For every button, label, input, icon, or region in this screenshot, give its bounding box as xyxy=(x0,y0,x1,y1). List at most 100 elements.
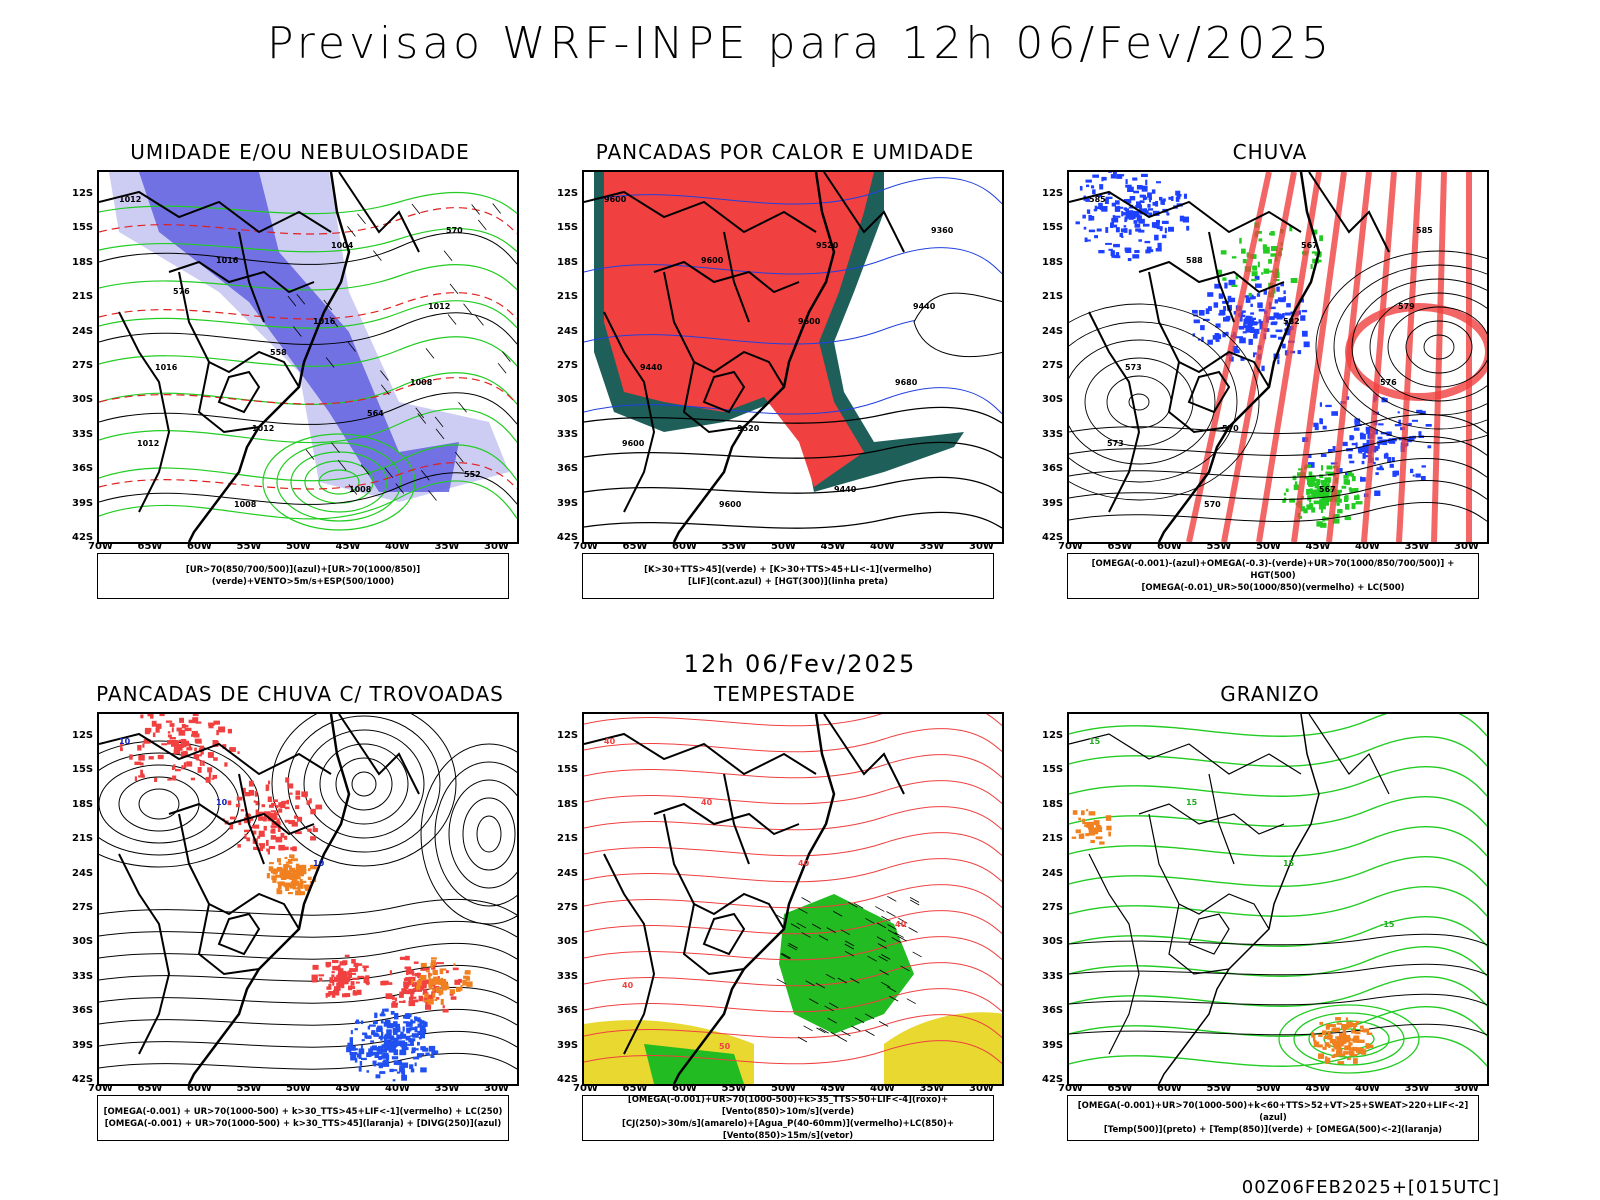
thunder-orange xyxy=(433,979,439,985)
geopotential-contour xyxy=(1069,321,1238,483)
omega-orange xyxy=(1348,1042,1353,1046)
thunder-red xyxy=(167,734,172,738)
thunder-red xyxy=(213,757,218,761)
lon-tick-label: 40W xyxy=(385,541,410,552)
omega-blue xyxy=(1091,185,1095,189)
temp500-contour xyxy=(1069,1023,1487,1036)
omega-blue xyxy=(1138,229,1145,233)
wind-vector xyxy=(788,942,798,949)
omega-orange xyxy=(1344,1024,1349,1029)
wind-vector xyxy=(805,980,815,987)
omega-green xyxy=(1311,480,1315,486)
omega-blue xyxy=(1271,321,1278,324)
country-border xyxy=(1069,190,1302,234)
divergence-blue xyxy=(389,1068,394,1073)
thunder-red xyxy=(140,714,144,719)
omega-green xyxy=(1309,484,1314,488)
lat-tick-label: 27S xyxy=(72,902,94,913)
thunder-red xyxy=(195,721,202,724)
thunder-red xyxy=(190,777,195,781)
omega-blue xyxy=(1228,297,1231,301)
omega-orange xyxy=(1327,1059,1331,1062)
thunder-orange xyxy=(441,968,447,971)
thunder-red xyxy=(171,742,177,747)
thunder-red xyxy=(431,964,436,970)
divergence-blue xyxy=(411,1020,416,1024)
divergence-blue xyxy=(371,1031,376,1035)
lat-tick-label: 18S xyxy=(557,256,579,268)
omega-blue xyxy=(1427,445,1432,449)
thunder-orange xyxy=(299,891,305,896)
wind-vector xyxy=(900,965,910,972)
wind-arrow xyxy=(329,316,339,328)
lat-tick-label: 27S xyxy=(72,360,94,371)
omega-blue xyxy=(1361,460,1365,465)
omega-orange xyxy=(1099,841,1105,845)
omega-blue xyxy=(1133,190,1139,194)
lon-tick-label: 45W xyxy=(1305,541,1331,552)
omega-orange xyxy=(1337,1061,1345,1065)
thunder-red xyxy=(401,988,407,992)
omega-blue xyxy=(1364,448,1372,454)
omega-blue xyxy=(1136,215,1142,222)
divergence-blue xyxy=(411,1050,416,1054)
omega-blue xyxy=(1141,173,1148,177)
omega-green xyxy=(1337,509,1343,514)
omega-blue xyxy=(1200,325,1205,331)
thunder-red xyxy=(224,762,228,767)
omega-green xyxy=(1315,489,1321,493)
lon-tick-label: 50W xyxy=(286,541,311,552)
legend-box: [UR>70(850/700/500)](azul)+[UR>70(1000/8… xyxy=(97,553,509,599)
thunder-red xyxy=(431,984,436,987)
omega-green xyxy=(1332,518,1340,524)
omega-green xyxy=(1220,250,1227,255)
omega-blue xyxy=(1345,472,1349,476)
wind-vector xyxy=(828,1002,839,1009)
omega-blue xyxy=(1320,454,1327,457)
thunder-orange xyxy=(442,986,450,990)
thunder-red xyxy=(255,809,259,816)
thunder-orange xyxy=(284,856,288,859)
thunder-orange xyxy=(289,867,296,871)
streamline-red xyxy=(584,936,1002,961)
omega-green xyxy=(1262,244,1267,250)
temp850-contour xyxy=(1308,1020,1390,1058)
thunder-red xyxy=(244,833,247,839)
lat-tick-label: 30S xyxy=(1042,936,1064,948)
legend-line: [OMEGA(-0.001)+UR>70(1000-500)+k<60+TTS>… xyxy=(1077,1101,1469,1123)
thunder-orange xyxy=(293,879,298,884)
streamline-red xyxy=(584,910,1002,935)
thunder-orange xyxy=(272,872,278,875)
omega-blue xyxy=(1183,193,1187,199)
omega-green xyxy=(1345,479,1350,485)
omega-green xyxy=(1268,259,1272,264)
thunder-red xyxy=(244,792,251,797)
lat-tick-label: 12S xyxy=(557,188,579,199)
divergence-blue xyxy=(349,1052,357,1056)
omega-green xyxy=(1344,495,1349,501)
contour-label: 9600 xyxy=(798,317,821,326)
legend-line: [OMEGA(-0.001)+UR>70(1000-500)+k>35_TTS>… xyxy=(627,1095,949,1117)
thunder-red xyxy=(418,995,424,1002)
lat-tick-label: 15S xyxy=(72,222,94,234)
omega-blue xyxy=(1088,229,1096,233)
geopotential-contour xyxy=(1369,292,1487,402)
thunder-orange xyxy=(439,968,444,975)
thunder-orange xyxy=(420,962,427,968)
wind-vector xyxy=(851,1025,861,1032)
omega-green xyxy=(1297,472,1303,477)
omega-blue xyxy=(1241,310,1246,313)
streamline-red xyxy=(584,962,1002,987)
thunder-orange xyxy=(309,864,317,870)
wind-vector xyxy=(796,922,807,929)
geopotential-contour xyxy=(1069,457,1487,478)
low-center-contour xyxy=(276,442,402,522)
divergence-blue xyxy=(383,1041,391,1047)
divergence-blue xyxy=(399,1052,406,1056)
omega-orange xyxy=(1088,811,1096,816)
lon-tick-label: 70W xyxy=(88,1083,113,1094)
country-border xyxy=(1069,733,1302,775)
wind-vector xyxy=(776,978,786,985)
divergence-blue xyxy=(414,1048,419,1051)
thunder-red xyxy=(229,816,237,820)
